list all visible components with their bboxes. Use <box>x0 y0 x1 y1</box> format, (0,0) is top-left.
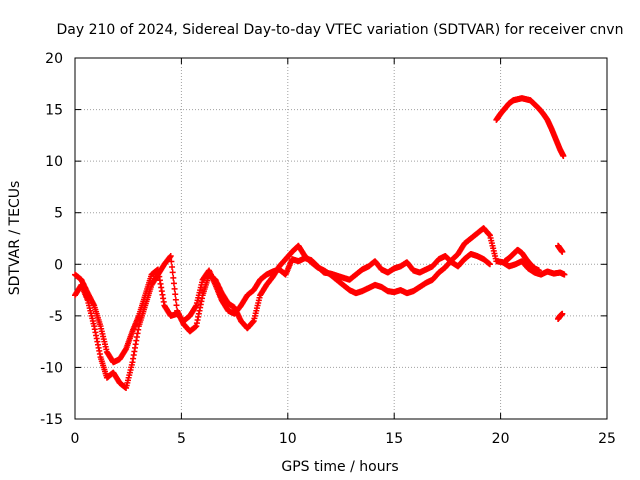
series-track-d <box>501 246 542 274</box>
y-tick-label: -15 <box>40 412 63 428</box>
data-point <box>172 291 179 298</box>
data-point <box>169 263 176 270</box>
data-point <box>172 296 179 303</box>
x-tick-label: 5 <box>177 431 186 447</box>
data-point <box>167 253 174 260</box>
data-point <box>170 274 177 281</box>
data-point <box>561 271 568 278</box>
x-tick-label: 20 <box>492 431 510 447</box>
tick-labels: 0 5 10 15 20 25 -15 -10 -5 0 5 10 15 20 <box>40 51 616 447</box>
data-point <box>535 267 542 274</box>
y-tick-label: 20 <box>45 51 63 67</box>
data-point <box>486 261 493 268</box>
y-tick-label: 5 <box>54 206 63 222</box>
data-points <box>72 95 568 392</box>
data-point <box>171 285 178 292</box>
data-point <box>170 280 177 287</box>
data-point <box>173 302 180 309</box>
x-tick-label: 0 <box>71 431 80 447</box>
data-point <box>168 258 175 265</box>
series-track-b <box>72 225 568 392</box>
x-tick-label: 15 <box>385 431 403 447</box>
series-segment-e <box>555 242 566 255</box>
y-tick-label: 0 <box>54 257 63 273</box>
y-tick-label: 10 <box>45 154 63 170</box>
series-track-c <box>493 95 567 159</box>
y-axis-label: SDTVAR / TECUs <box>7 181 23 296</box>
data-point <box>169 269 176 276</box>
y-tick-label: -5 <box>49 309 63 325</box>
x-tick-label: 10 <box>279 431 297 447</box>
y-tick-label: -10 <box>40 360 63 376</box>
x-tick-label: 25 <box>598 431 616 447</box>
data-point <box>559 248 566 255</box>
x-axis-label: GPS time / hours <box>281 459 398 475</box>
y-tick-label: 15 <box>45 103 63 119</box>
chart-title: Day 210 of 2024, Sidereal Day-to-day VTE… <box>57 22 624 38</box>
data-point <box>560 152 567 159</box>
plot-frame <box>74 57 608 420</box>
data-point <box>559 310 566 317</box>
series-segment-f <box>555 310 566 322</box>
